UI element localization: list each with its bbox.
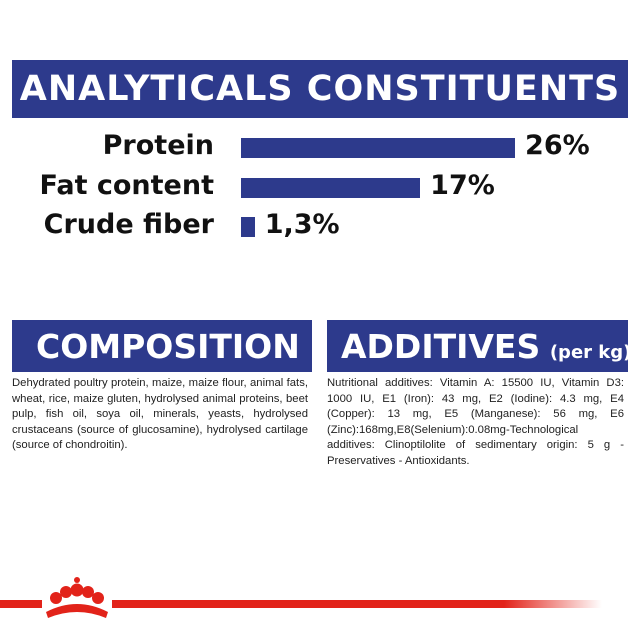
bar xyxy=(241,138,516,158)
additives-title: ADDITIVES xyxy=(341,327,541,366)
analyticals-title: ANALYTICALS CONSTITUENTS xyxy=(12,60,628,118)
bar xyxy=(241,217,255,237)
row-label: Protein xyxy=(102,130,214,161)
value-label: 1,3% xyxy=(264,209,340,240)
bar xyxy=(241,177,421,198)
composition-title: COMPOSITION xyxy=(12,320,312,372)
additives-text: Nutritional additives: Vitamin A: 15500 … xyxy=(327,377,624,467)
additives-banner: ADDITIVES (per kg) xyxy=(327,320,631,372)
additives-unit: (per kg) xyxy=(549,342,632,363)
value-label: 17% xyxy=(430,169,495,201)
footer-line-left xyxy=(0,600,42,608)
row-label: Fat content xyxy=(39,169,214,201)
value-label: 26% xyxy=(525,130,590,161)
composition-text: Dehydrated poultry protein, maize, maize… xyxy=(12,377,308,452)
footer-line-right xyxy=(112,600,602,608)
row-label: Crude fiber xyxy=(43,209,214,240)
crown-logo xyxy=(46,577,108,618)
